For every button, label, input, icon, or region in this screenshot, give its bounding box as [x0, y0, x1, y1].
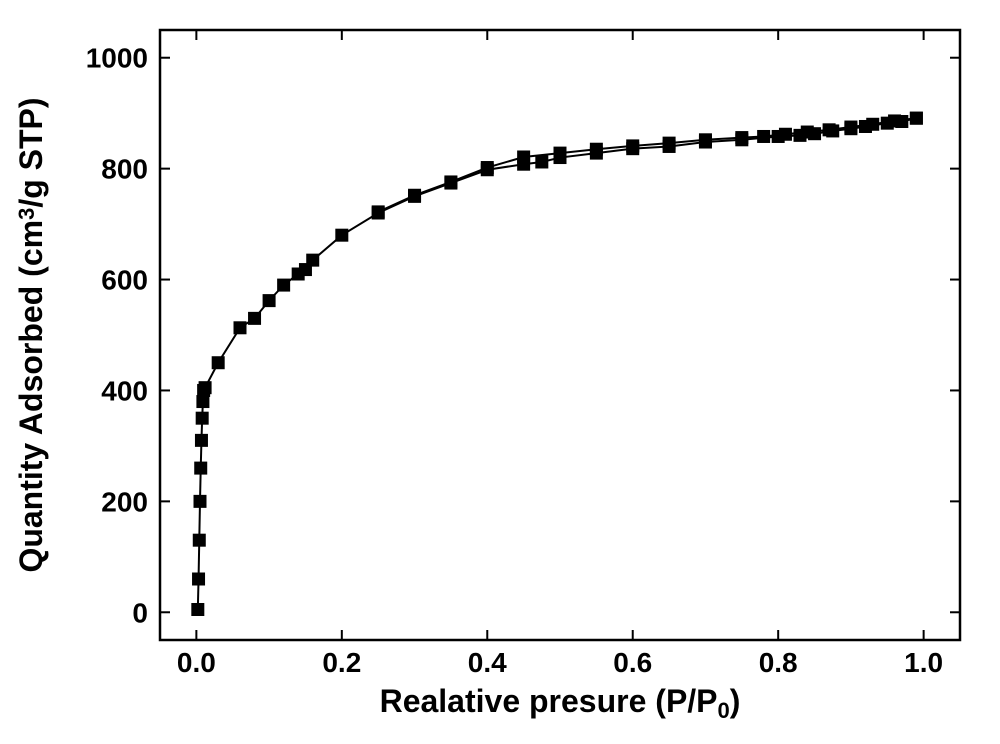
y-tick-label: 200: [101, 486, 148, 517]
y-axis-label: Quantity Adsorbed (cm3/g STP): [13, 97, 49, 572]
x-tick-label: 0.6: [613, 647, 652, 678]
data-marker: [735, 131, 748, 144]
data-marker: [888, 114, 901, 127]
x-tick-label: 0.0: [177, 647, 216, 678]
data-marker: [277, 279, 290, 292]
data-marker: [481, 161, 494, 174]
data-marker: [212, 356, 225, 369]
data-marker: [866, 118, 879, 131]
data-marker: [517, 150, 530, 163]
x-tick-label: 0.8: [759, 647, 798, 678]
y-tick-label: 1000: [86, 43, 148, 74]
data-marker: [535, 155, 548, 168]
data-marker: [263, 294, 276, 307]
data-marker: [196, 395, 209, 408]
data-marker: [199, 381, 212, 394]
data-marker: [306, 254, 319, 267]
x-tick-label: 1.0: [904, 647, 943, 678]
data-marker: [191, 603, 204, 616]
data-marker: [801, 126, 814, 139]
data-marker: [910, 112, 923, 125]
x-tick-label: 0.4: [468, 647, 507, 678]
chart-container: 0.0 0.2 0.4 0.6 0.8 1.0 0 200 400 600 800 1000 Reala…: [0, 0, 1000, 744]
data-marker: [194, 462, 207, 475]
data-marker: [590, 143, 603, 156]
data-marker: [844, 121, 857, 134]
x-axis-label: Realative presure (P/P0): [380, 683, 741, 723]
isotherm-chart: 0.0 0.2 0.4 0.6 0.8 1.0 0 200 400 600 800 1000 Reala…: [0, 0, 1000, 744]
data-marker: [663, 137, 676, 150]
data-marker: [372, 205, 385, 218]
data-marker: [335, 229, 348, 242]
data-marker: [196, 412, 209, 425]
data-marker: [408, 189, 421, 202]
data-marker: [193, 534, 206, 547]
data-marker: [192, 573, 205, 586]
data-marker: [823, 123, 836, 136]
data-marker: [554, 147, 567, 160]
data-marker: [444, 175, 457, 188]
data-marker: [779, 128, 792, 141]
data-marker: [757, 130, 770, 143]
x-tick-label: 0.2: [322, 647, 361, 678]
data-marker: [626, 139, 639, 152]
y-tick-label: 600: [101, 265, 148, 296]
series-line-adsorption: [198, 118, 917, 609]
data-marker: [248, 312, 261, 325]
data-marker: [234, 321, 247, 334]
y-tick-label: 800: [101, 154, 148, 185]
y-tick-label: 400: [101, 375, 148, 406]
data-marker: [194, 495, 207, 508]
y-tick-label: 0: [132, 597, 148, 628]
data-marker: [699, 133, 712, 146]
data-marker: [195, 434, 208, 447]
